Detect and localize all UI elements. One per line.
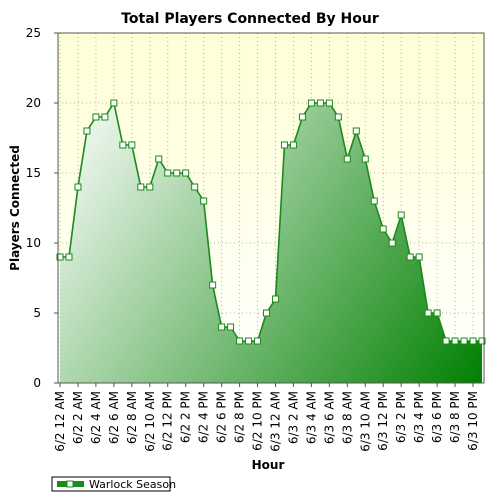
x-tick-label: 6/2 8 PM <box>233 391 247 443</box>
data-point <box>460 337 468 345</box>
x-tick-label: 6/3 2 AM <box>286 391 300 444</box>
x-tick-label: 6/2 12 AM <box>53 391 67 452</box>
y-axis-label: Players Connected <box>8 145 22 271</box>
data-point <box>361 155 369 163</box>
y-tick-label: 20 <box>26 96 41 110</box>
x-tick-label: 6/2 8 AM <box>125 391 139 444</box>
data-point <box>254 337 262 345</box>
data-point <box>101 113 109 121</box>
data-point <box>128 141 136 149</box>
data-point <box>397 211 405 219</box>
data-point <box>316 99 324 107</box>
x-tick-label: 6/3 10 AM <box>358 391 372 452</box>
y-tick-label: 5 <box>33 306 41 320</box>
x-axis-label: Hour <box>252 458 285 472</box>
data-point <box>370 197 378 205</box>
data-point <box>343 155 351 163</box>
x-tick-label: 6/2 12 PM <box>161 391 175 451</box>
data-point <box>236 337 244 345</box>
data-point <box>433 309 441 317</box>
x-tick-label: 6/2 4 AM <box>89 391 103 444</box>
data-point <box>379 225 387 233</box>
data-point <box>92 113 100 121</box>
x-tick-label: 6/3 12 PM <box>376 391 390 451</box>
data-point <box>65 253 73 261</box>
y-tick-label: 0 <box>33 376 41 390</box>
data-point <box>83 127 91 135</box>
data-point <box>110 99 118 107</box>
x-tick-label: 6/2 6 AM <box>107 391 121 444</box>
data-point <box>469 337 477 345</box>
data-point <box>424 309 432 317</box>
x-tick-label: 6/2 6 PM <box>215 391 229 443</box>
y-tick-label: 10 <box>26 236 41 250</box>
x-tick-label: 6/3 6 AM <box>322 391 336 444</box>
x-tick-label: 6/2 10 PM <box>251 391 265 451</box>
plot-border <box>57 32 485 384</box>
x-tick-label: 6/3 4 AM <box>304 391 318 444</box>
x-axis: 6/2 12 AM 6/2 2 AM 6/2 4 AM 6/2 6 AM 6/2 8 A… <box>53 383 480 452</box>
data-point <box>182 169 190 177</box>
data-point <box>289 141 297 149</box>
legend: Warlock Season <box>51 476 176 492</box>
data-point <box>271 295 279 303</box>
x-tick-label: 6/3 8 PM <box>448 391 462 443</box>
data-point <box>352 127 360 135</box>
data-point <box>280 141 288 149</box>
data-point <box>164 169 172 177</box>
data-point <box>307 99 315 107</box>
legend-marker <box>66 480 74 488</box>
data-point <box>325 99 333 107</box>
data-point <box>334 113 342 121</box>
x-tick-label: 6/3 2 PM <box>394 391 408 443</box>
chart-title: Total Players Connected By Hour <box>121 11 379 27</box>
x-tick-label: 6/3 4 PM <box>412 391 426 443</box>
x-tick-label: 6/3 12 AM <box>268 391 282 452</box>
data-point <box>74 183 82 191</box>
data-point <box>209 281 217 289</box>
x-tick-label: 6/2 2 PM <box>179 391 193 443</box>
data-point <box>406 253 414 261</box>
data-point <box>451 337 459 345</box>
x-tick-label: 6/2 2 AM <box>71 391 85 444</box>
data-point <box>191 183 199 191</box>
data-point <box>478 337 486 345</box>
data-point <box>415 253 423 261</box>
x-tick-label: 6/3 8 AM <box>340 391 354 444</box>
data-point <box>388 239 396 247</box>
data-point <box>200 197 208 205</box>
legend-label: Warlock Season <box>89 478 176 491</box>
data-point <box>227 323 235 331</box>
x-tick-label: 6/3 10 PM <box>466 391 480 451</box>
y-tick-label: 15 <box>26 166 41 180</box>
data-point <box>173 169 181 177</box>
data-point <box>442 337 450 345</box>
y-tick-label: 25 <box>26 26 41 40</box>
x-tick-label: 6/2 4 PM <box>197 391 211 443</box>
data-point <box>56 253 64 261</box>
legend-box <box>51 476 171 492</box>
data-point <box>155 155 163 163</box>
data-point <box>263 309 271 317</box>
x-tick-label: 6/2 10 AM <box>143 391 157 452</box>
data-point <box>218 323 226 331</box>
data-point <box>298 113 306 121</box>
data-point <box>119 141 127 149</box>
series-area <box>56 99 486 383</box>
y-axis: 0 5 10 15 20 25 <box>26 26 58 390</box>
data-point <box>137 183 145 191</box>
x-tick-label: 6/3 6 PM <box>430 391 444 443</box>
data-point <box>146 183 154 191</box>
data-point <box>245 337 253 345</box>
